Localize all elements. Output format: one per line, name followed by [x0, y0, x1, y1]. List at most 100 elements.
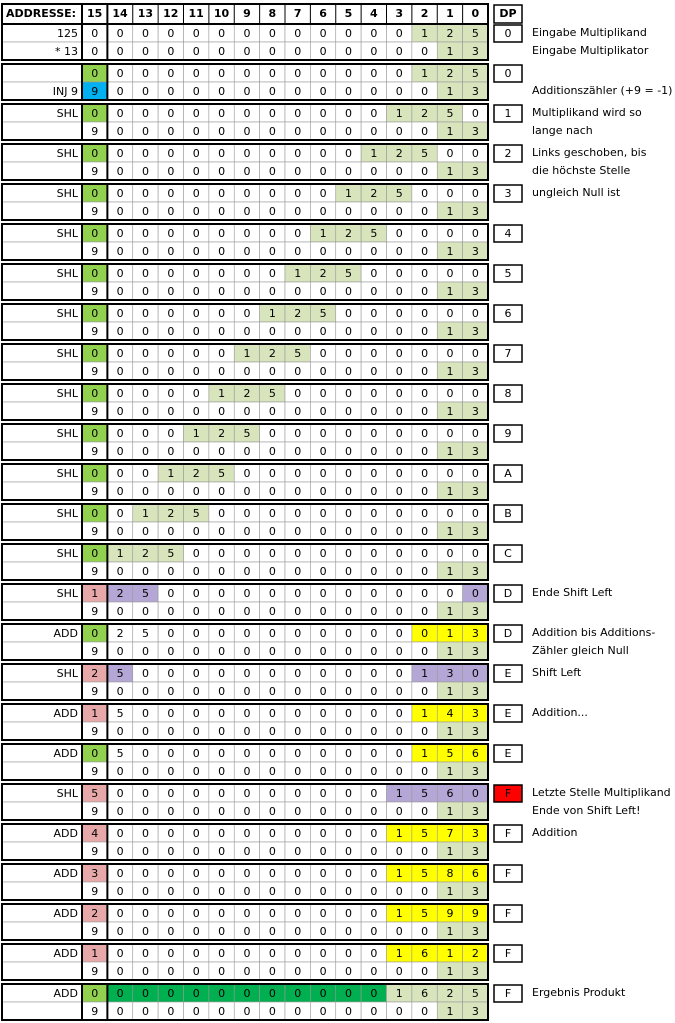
digit: 0: [396, 285, 403, 298]
digit: 0: [421, 587, 428, 600]
digit: 0: [243, 405, 250, 418]
digit: 0: [294, 765, 301, 778]
digit: 0: [345, 587, 352, 600]
digit: 0: [142, 485, 149, 498]
group-border: [1, 463, 489, 501]
digit: 0: [269, 725, 276, 738]
digit: 0: [396, 67, 403, 80]
digit: 0: [193, 805, 200, 818]
digit: 0: [370, 885, 377, 898]
digit: 0: [269, 1005, 276, 1018]
digit: 0: [167, 125, 174, 138]
digit: 2: [117, 587, 124, 600]
digit: 0: [243, 125, 250, 138]
digit: 5: [193, 507, 200, 520]
group-border: [1, 863, 489, 901]
digit: 1: [167, 467, 174, 480]
digit: 0: [294, 605, 301, 618]
digit: 0: [396, 427, 403, 440]
row-label: SHL: [57, 307, 79, 320]
digit: 0: [243, 365, 250, 378]
digit: 1: [446, 965, 453, 978]
digit: 0: [421, 685, 428, 698]
digit: 0: [193, 707, 200, 720]
digit: 1: [446, 845, 453, 858]
digit: 0: [193, 547, 200, 560]
label-cell: [1, 321, 83, 341]
digit: 0: [243, 325, 250, 338]
digit: 0: [421, 125, 428, 138]
digit: 1: [446, 325, 453, 338]
digit: 0: [117, 405, 124, 418]
dp-value: E: [505, 667, 512, 680]
digit: 0: [294, 27, 301, 40]
digit: 0: [218, 725, 225, 738]
digit: 5: [421, 827, 428, 840]
digit: 0: [396, 805, 403, 818]
digit: 0: [370, 1005, 377, 1018]
digit: 0: [243, 85, 250, 98]
digit: 0: [269, 765, 276, 778]
digit: 0: [167, 285, 174, 298]
digit: 1: [446, 125, 453, 138]
digit: 0: [345, 427, 352, 440]
digit: 0: [193, 525, 200, 538]
digit: 0: [320, 707, 327, 720]
label-cell: [1, 161, 83, 181]
digit: 0: [370, 667, 377, 680]
digit: 0: [421, 45, 428, 58]
digit: 0: [269, 365, 276, 378]
digit: 0: [167, 147, 174, 160]
digit: 0: [193, 627, 200, 640]
digit: 0: [167, 947, 174, 960]
digit: 0: [142, 387, 149, 400]
digit: 1: [193, 427, 200, 440]
row-label: ADD: [54, 827, 78, 840]
header-col: 15: [87, 7, 102, 20]
digit: 0: [396, 267, 403, 280]
digit: 9: [91, 285, 98, 298]
digit: 0: [421, 725, 428, 738]
digit: 0: [142, 205, 149, 218]
digit: 2: [91, 667, 98, 680]
digit: 0: [269, 605, 276, 618]
digit: 0: [370, 725, 377, 738]
digit: 0: [218, 685, 225, 698]
digit: 0: [243, 565, 250, 578]
digit: 0: [218, 205, 225, 218]
digit: 0: [269, 925, 276, 938]
digit: 0: [167, 445, 174, 458]
digit: 1: [446, 627, 453, 640]
digit: 0: [320, 125, 327, 138]
digit: 9: [91, 85, 98, 98]
digit: 0: [117, 27, 124, 40]
digit: 5: [91, 787, 98, 800]
dp-value: 5: [505, 267, 512, 280]
digit: 0: [421, 405, 428, 418]
group-border: [1, 303, 489, 341]
digit: 0: [117, 467, 124, 480]
digit: 0: [345, 107, 352, 120]
digit: 0: [193, 205, 200, 218]
digit: 0: [370, 365, 377, 378]
digit: 0: [142, 1005, 149, 1018]
digit: 0: [345, 765, 352, 778]
dp-value: F: [505, 907, 511, 920]
digit: 9: [91, 165, 98, 178]
digit: 0: [320, 205, 327, 218]
digit: 0: [370, 605, 377, 618]
digit: 0: [269, 965, 276, 978]
digit: 0: [193, 725, 200, 738]
digit: 0: [142, 267, 149, 280]
dp-box: [493, 104, 523, 123]
digit: 0: [294, 67, 301, 80]
digit: 0: [218, 827, 225, 840]
digit: 1: [294, 267, 301, 280]
digit: 0: [294, 387, 301, 400]
digit: 0: [243, 67, 250, 80]
digit: 3: [472, 765, 479, 778]
note: lange nach: [532, 124, 593, 137]
digit: 1: [320, 227, 327, 240]
digit: 0: [218, 787, 225, 800]
digit: 0: [193, 387, 200, 400]
